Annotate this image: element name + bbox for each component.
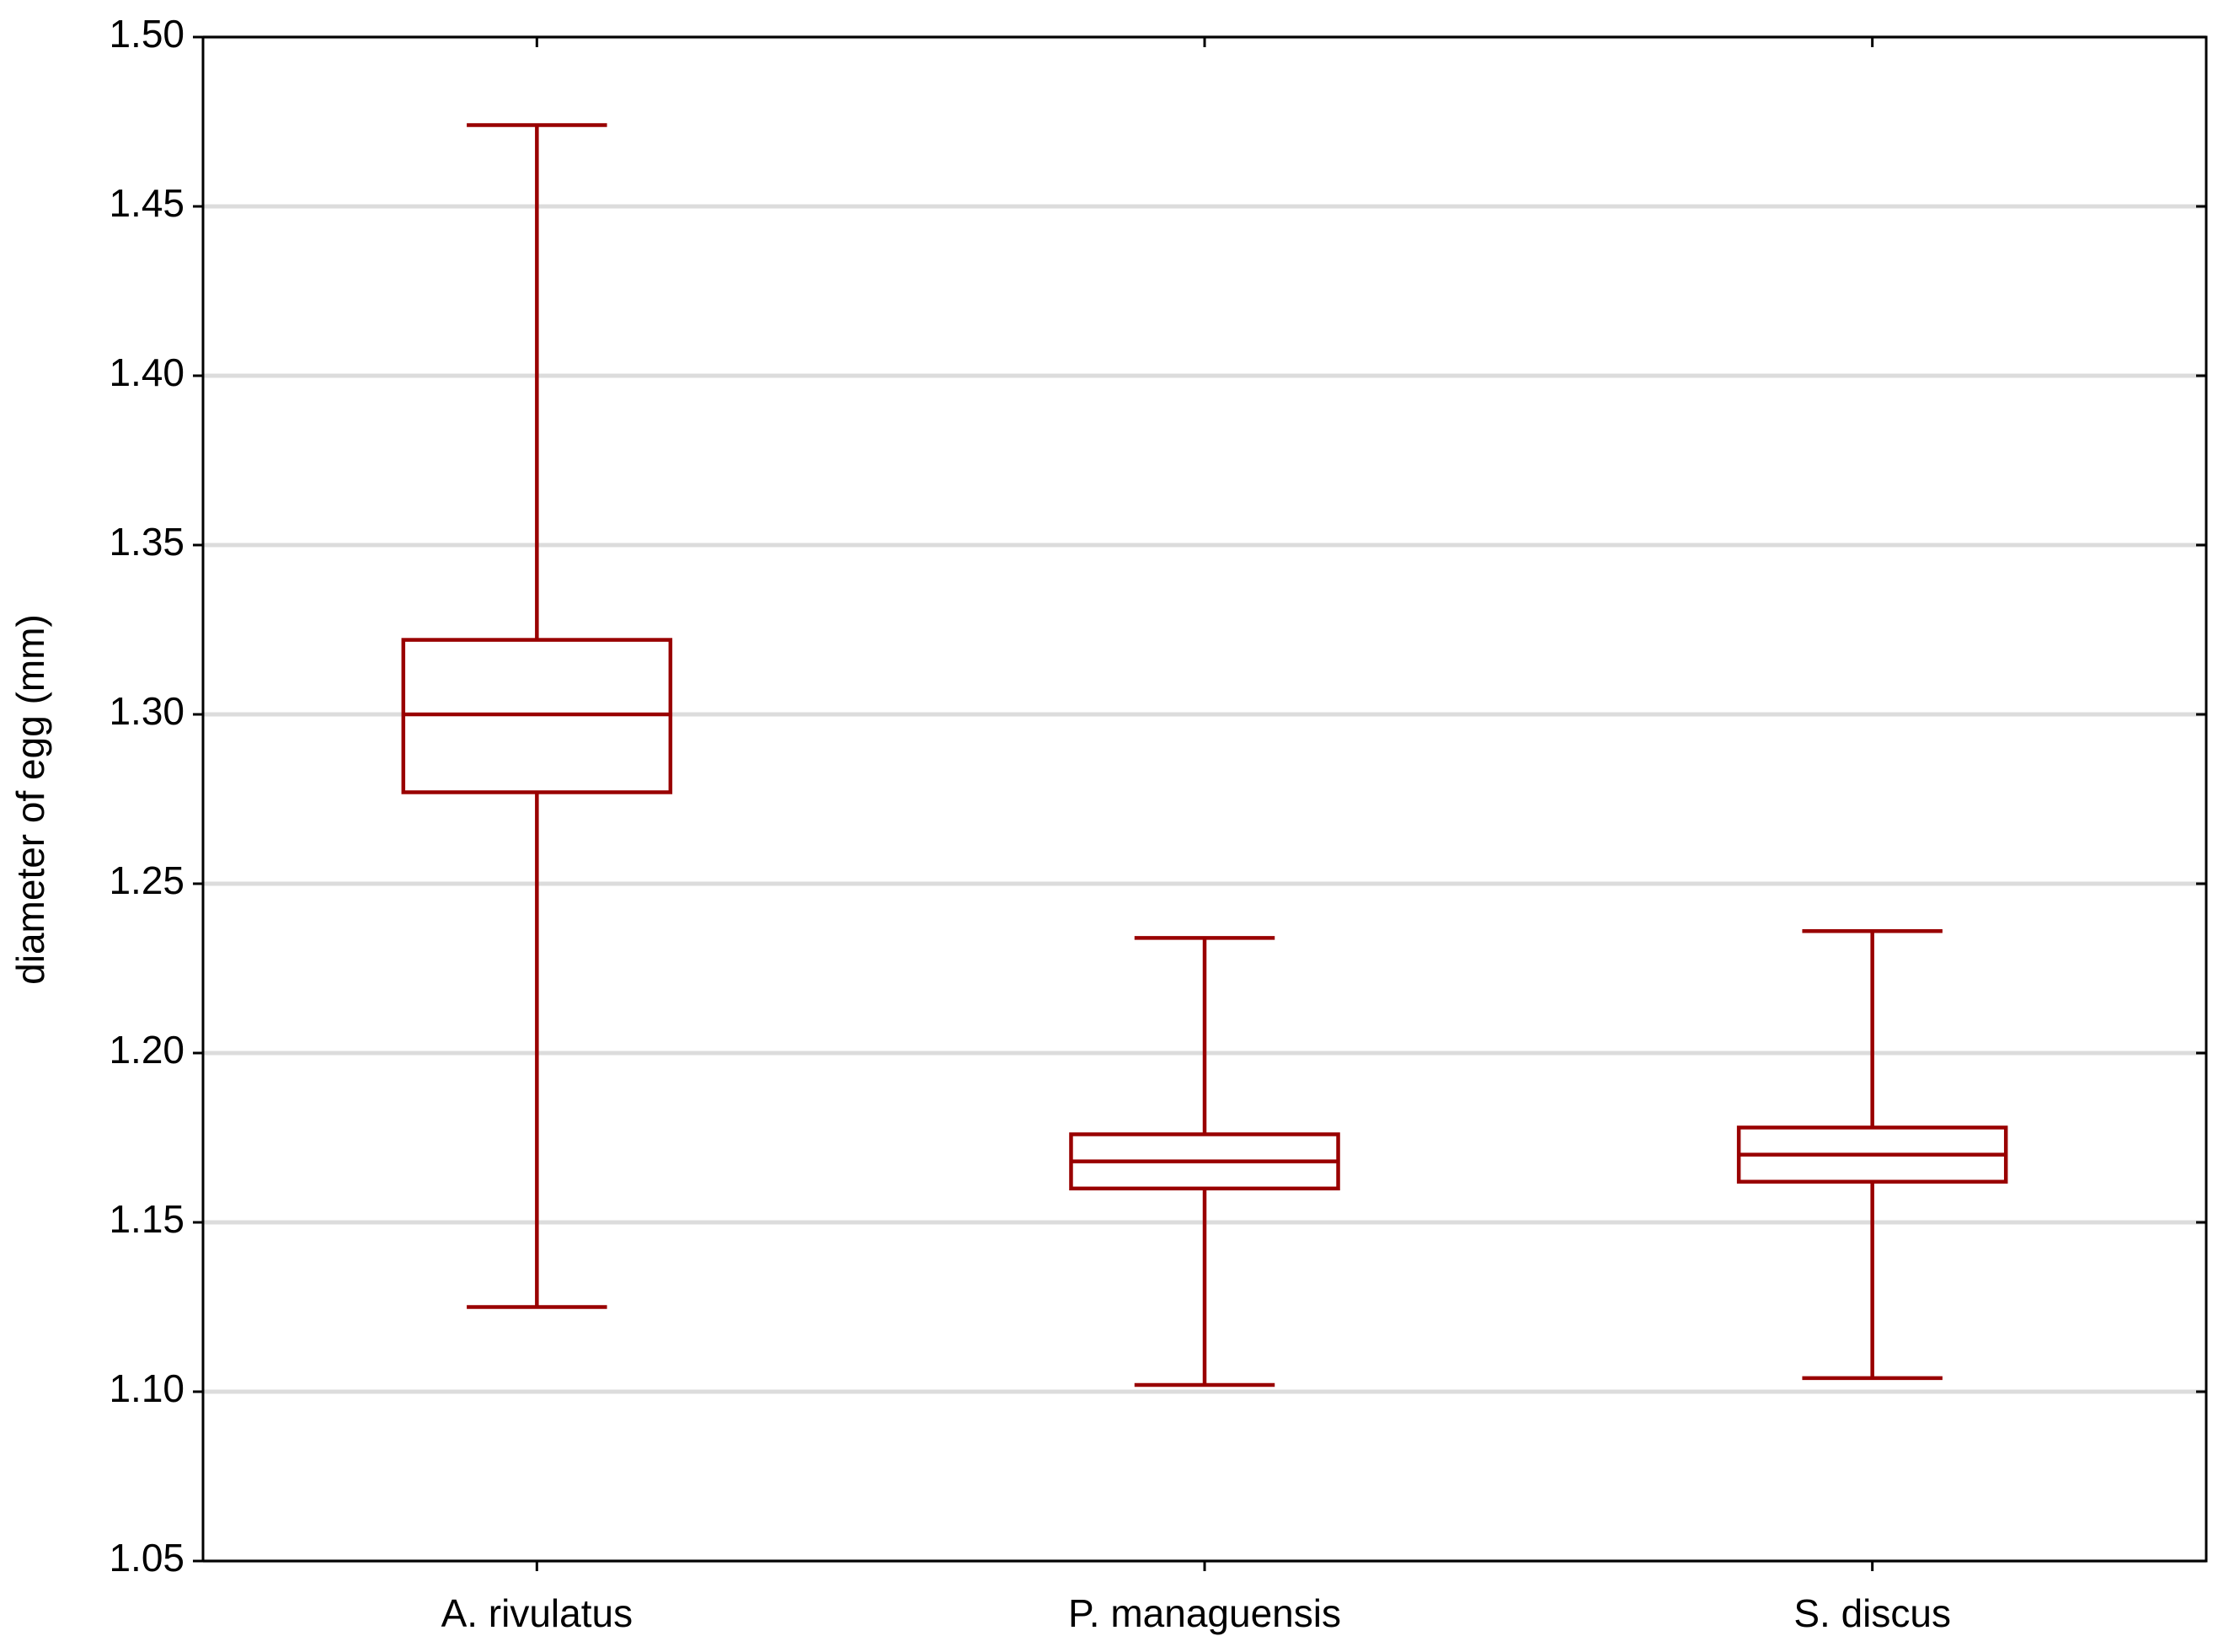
y-tick-label: 1.25	[109, 858, 184, 902]
y-tick-label: 1.15	[109, 1197, 184, 1241]
y-tick-label: 1.05	[109, 1536, 184, 1580]
y-tick-label: 1.20	[109, 1028, 184, 1072]
y-tick-label: 1.30	[109, 689, 184, 733]
y-tick-label: 1.40	[109, 350, 184, 394]
x-tick-label: S. discus	[1793, 1591, 1951, 1635]
y-tick-label: 1.50	[109, 12, 184, 56]
x-tick-label: A. rivulatus	[441, 1591, 633, 1635]
y-axis-label: diameter of egg (mm)	[8, 614, 52, 985]
x-tick-label: P. managuensis	[1068, 1591, 1341, 1635]
y-tick-label: 1.45	[109, 181, 184, 225]
y-tick-label: 1.35	[109, 520, 184, 564]
y-tick-label: 1.10	[109, 1366, 184, 1410]
